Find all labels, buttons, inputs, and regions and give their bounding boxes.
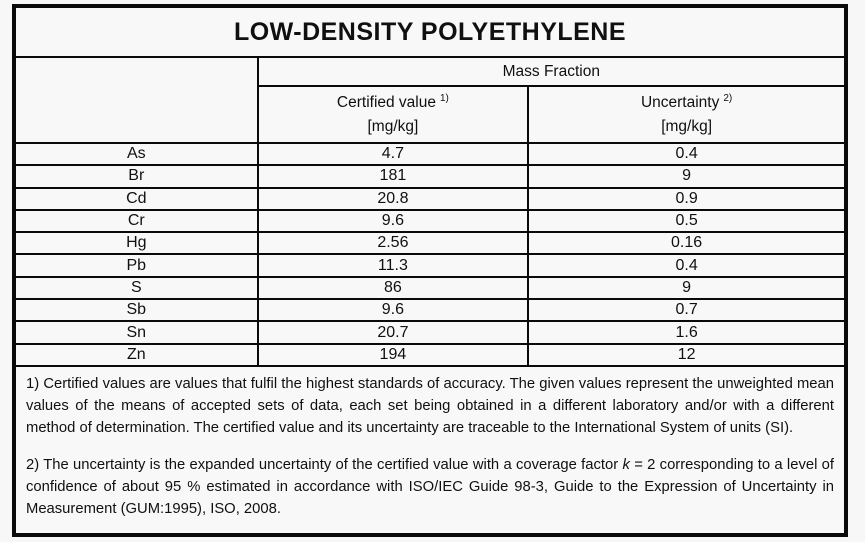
uncertainty-value-cell: 0.4 [527, 141, 847, 167]
footnote-2-text-after: = 2 corresponding to a level of confiden… [26, 457, 835, 517]
table-row: Hg 2.56 0.16 [13, 231, 847, 256]
element-symbol-cell: Cd [13, 186, 259, 211]
uncertainty-value-cell: 1.6 [527, 320, 847, 345]
table-body: As 4.7 0.4 Br 181 9 Cd 20.8 0.9 Cr 9.6 0… [13, 141, 847, 367]
element-symbol-cell: Br [13, 164, 259, 189]
mass-fraction-group-header: Mass Fraction [256, 56, 848, 87]
uncertainty-value-cell: 9 [527, 275, 847, 301]
certified-value-cell: 2.56 [256, 231, 530, 256]
certified-value-cell: 20.7 [256, 320, 530, 345]
certified-value-label: Certified value [336, 93, 436, 111]
uncertainty-value-cell: 0.4 [527, 253, 847, 278]
table-row: Sn 20.7 1.6 [13, 320, 847, 345]
certified-value-cell: 11.3 [256, 253, 530, 278]
uncertainty-value-cell: 0.7 [527, 298, 847, 323]
element-symbol-cell: Sb [13, 298, 259, 323]
uncertainty-value-cell: 12 [527, 342, 847, 367]
table-row: As 4.7 0.4 [13, 141, 847, 167]
group-header-row: Mass Fraction [13, 56, 848, 144]
table-row: S 86 9 [13, 275, 847, 301]
certified-value-cell: 9.6 [256, 208, 530, 234]
footnote-2-reference: 2) [723, 92, 733, 104]
uncertainty-unit: [mg/kg] [661, 117, 713, 135]
element-symbol-cell: As [13, 141, 259, 167]
coverage-factor-symbol: k [622, 457, 630, 474]
certified-value-cell: 194 [256, 342, 530, 367]
document-title: LOW-DENSITY POLYETHYLENE [13, 5, 847, 58]
table-row: Sb 9.6 0.7 [13, 298, 847, 323]
footnotes-cell: 1) Certified values are values that fulf… [13, 364, 847, 536]
table-row: Pb 11.3 0.4 [13, 253, 847, 278]
certified-value-cell: 181 [256, 164, 530, 189]
element-symbol-cell: S [13, 275, 259, 301]
certified-value-cell: 4.7 [256, 141, 530, 167]
element-symbol-cell: Pb [13, 253, 259, 278]
table-row: Br 181 9 [13, 164, 847, 189]
footnote-2-text-before: 2) The uncertainty is the expanded uncer… [26, 457, 623, 474]
uncertainty-value-cell: 0.9 [527, 186, 847, 211]
title-row: LOW-DENSITY POLYETHYLENE [13, 5, 847, 58]
column-header-row: Certified value 1) [mg/kg] Uncertainty 2) … [14, 85, 847, 144]
certified-values-table: LOW-DENSITY POLYETHYLENE Mass Fraction C… [12, 4, 848, 537]
uncertainty-value-cell: 0.16 [527, 231, 847, 256]
certified-value-cell: 86 [256, 275, 530, 301]
footnote-1-reference: 1) [439, 92, 449, 104]
certified-value-column-header: Certified value 1) [mg/kg] [256, 85, 530, 144]
element-symbol-cell: Sn [13, 320, 259, 345]
uncertainty-value-cell: 9 [527, 164, 847, 189]
element-symbol-cell: Cr [13, 208, 259, 234]
element-symbol-cell: Zn [13, 342, 259, 367]
certified-value-cell: 20.8 [256, 186, 530, 211]
certified-value-cell: 9.6 [256, 298, 530, 323]
uncertainty-column-header: Uncertainty 2) [mg/kg] [527, 85, 847, 144]
table-row: Cr 9.6 0.5 [13, 208, 847, 234]
element-column-header-empty [13, 56, 259, 144]
uncertainty-value-cell: 0.5 [527, 208, 847, 234]
element-symbol-cell: Hg [13, 231, 259, 256]
certified-value-unit: [mg/kg] [367, 117, 419, 135]
footnotes-row: 1) Certified values are values that fulf… [13, 364, 847, 536]
table-row: Cd 20.8 0.9 [13, 186, 847, 211]
footnote-2: 2) The uncertainty is the expanded uncer… [26, 455, 834, 520]
footnote-1: 1) Certified values are values that fulf… [26, 375, 834, 436]
uncertainty-label: Uncertainty [640, 93, 720, 111]
table-row: Zn 194 12 [13, 342, 847, 367]
